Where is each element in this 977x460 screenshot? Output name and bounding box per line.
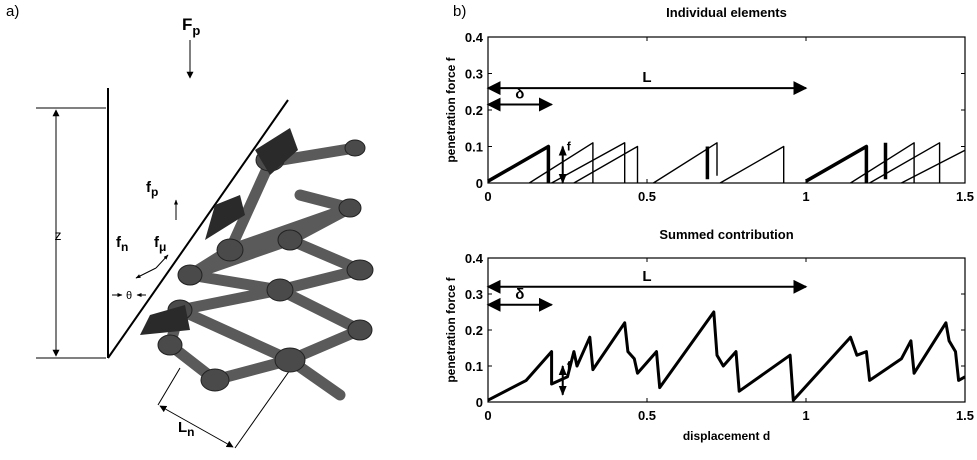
dim-line (157, 367, 181, 406)
x-axis-label: displacement d (683, 429, 770, 443)
label: fn (116, 234, 128, 254)
plot-frame (487, 36, 966, 184)
label-main: f (154, 234, 160, 251)
data-line (487, 310, 966, 402)
chart-title: Summed contribution (659, 227, 793, 242)
annotation-label: δ (515, 286, 524, 303)
label-sub: n (121, 240, 128, 254)
y-tick-label: 0.1 (465, 140, 483, 155)
x-tick-label: 1.5 (956, 408, 974, 423)
panel-label: a) (6, 3, 19, 20)
y-axis-label: penetration force f (444, 56, 458, 162)
y-tick-label: 0.3 (465, 67, 483, 82)
y-tick-label: 0.4 (465, 251, 484, 266)
label: fp (146, 179, 158, 199)
label: fμ (154, 234, 166, 254)
chart-title: Individual elements (666, 5, 787, 20)
force-arrow (135, 267, 157, 279)
label: Ln (178, 419, 195, 439)
x-tick-label: 0.5 (638, 408, 656, 423)
x-tick-label: 0 (484, 189, 491, 204)
annotation-label: f (567, 359, 572, 373)
y-tick-label: 0.4 (465, 30, 484, 45)
y-tick-label: 0 (476, 395, 483, 410)
data-line (573, 145, 966, 184)
y-axis-label: penetration force f (444, 276, 458, 382)
data-line (528, 142, 915, 184)
label-sub: p (192, 23, 200, 38)
annotation-label: L (642, 268, 651, 285)
data-line (551, 142, 941, 184)
incline (107, 99, 289, 359)
x-tick-label: 0.5 (638, 189, 656, 204)
diagram: Fp fp fn fμ θ z Ln (36, 15, 374, 449)
label-sub: μ (159, 240, 166, 254)
y-tick-label: 0 (476, 176, 483, 191)
x-tick-label: 0 (484, 408, 491, 423)
annotation-label: f (567, 140, 572, 154)
y-tick-label: 0.3 (465, 287, 483, 302)
root-structure (140, 128, 374, 401)
annotation-label: L (642, 69, 651, 86)
force-arrow (155, 254, 169, 269)
label-main: f (116, 234, 122, 251)
data-line (487, 142, 888, 183)
panel-label: b) (453, 3, 466, 20)
y-tick-label: 0.2 (465, 323, 483, 338)
label: Fp (182, 15, 200, 38)
dim-line (234, 369, 291, 449)
x-tick-label: 1 (802, 408, 809, 423)
label: z (55, 227, 62, 243)
label-sub: p (151, 185, 158, 199)
label-sub: n (187, 425, 194, 439)
annotation-label: δ (515, 86, 524, 103)
label-main: f (146, 179, 152, 196)
x-tick-label: 1.5 (956, 189, 974, 204)
label: θ (126, 290, 132, 302)
y-tick-label: 0.2 (465, 103, 483, 118)
x-tick-label: 1 (802, 189, 809, 204)
ln-arrow (159, 405, 234, 448)
label-main: L (178, 419, 187, 436)
y-tick-label: 0.1 (465, 359, 483, 374)
label-main: F (182, 15, 192, 34)
